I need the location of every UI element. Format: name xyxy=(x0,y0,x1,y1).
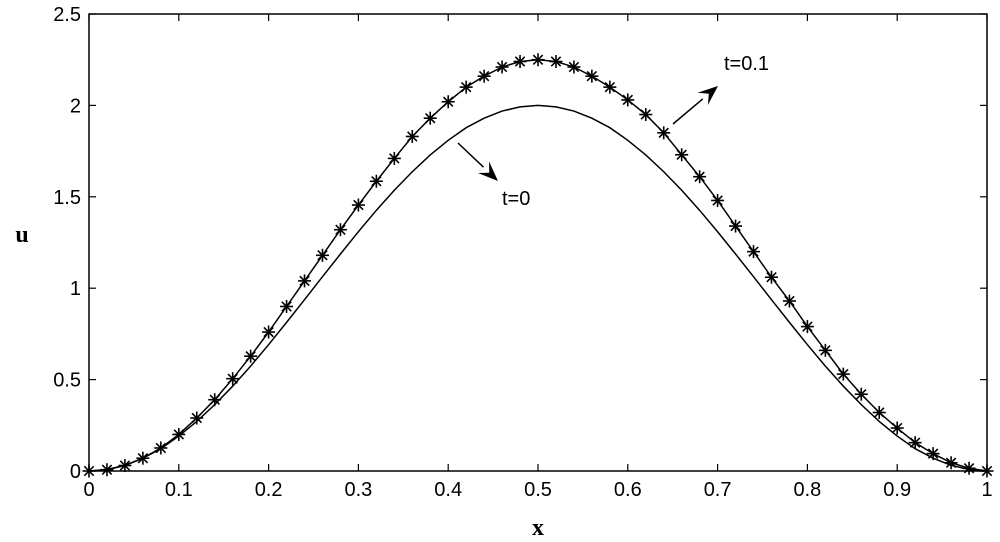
asterisk-marker xyxy=(944,456,958,470)
x-tick-label: 0.8 xyxy=(793,479,821,501)
asterisk-marker xyxy=(567,60,581,74)
asterisk-marker xyxy=(836,367,850,381)
asterisk-marker xyxy=(262,325,276,339)
asterisk-marker xyxy=(980,464,994,478)
plot-area-frame xyxy=(88,13,988,472)
asterisk-marker xyxy=(441,95,455,109)
asterisk-marker xyxy=(118,459,132,473)
asterisk-marker xyxy=(729,219,743,233)
asterisk-marker xyxy=(513,55,527,69)
asterisk-marker xyxy=(782,294,796,308)
y-tick-label: 2.5 xyxy=(53,4,81,26)
x-tick-label: 1 xyxy=(981,479,992,501)
asterisk-marker xyxy=(351,198,365,212)
annotations-layer: t=0.1 t=0 xyxy=(457,53,769,210)
asterisk-marker xyxy=(226,372,240,386)
asterisk-marker xyxy=(962,461,976,475)
y-axis-label: u xyxy=(15,222,28,248)
x-axis-label: x xyxy=(532,515,544,541)
asterisk-marker xyxy=(477,69,491,83)
asterisk-marker xyxy=(890,421,904,435)
y-tick-label: 0 xyxy=(70,461,81,483)
x-tick-label: 0.3 xyxy=(344,479,372,501)
asterisk-marker xyxy=(800,320,814,334)
asterisk-marker xyxy=(136,451,150,465)
x-tick-label: 0.9 xyxy=(883,479,911,501)
asterisk-marker xyxy=(639,108,653,122)
x-tick-label: 0.4 xyxy=(434,479,462,501)
asterisk-marker xyxy=(872,406,886,420)
asterisk-marker xyxy=(280,299,294,313)
y-tick-label: 0.5 xyxy=(53,370,81,392)
annotation-t01: t=0.1 xyxy=(724,53,769,75)
asterisk-marker xyxy=(926,447,940,461)
asterisk-marker xyxy=(549,55,563,69)
asterisk-marker xyxy=(459,80,473,94)
axis-ticks: 0 0.1 0.2 0.3 0.4 0.5 0.6 0.7 0.8 0.9 1 0 0.5 1 1.5 2 2.… xyxy=(53,4,992,501)
asterisk-marker xyxy=(764,270,778,284)
asterisk-marker xyxy=(747,245,761,259)
asterisk-marker xyxy=(854,387,868,401)
asterisk-marker xyxy=(531,53,545,67)
asterisk-marker xyxy=(621,93,635,107)
asterisk-marker xyxy=(495,60,509,74)
asterisk-marker xyxy=(190,411,204,425)
y-tick-label: 2 xyxy=(70,95,81,117)
asterisk-marker xyxy=(172,427,186,441)
asterisk-marker xyxy=(405,129,419,143)
y-tick-label: 1 xyxy=(70,278,81,300)
asterisk-marker xyxy=(100,463,114,477)
asterisk-marker xyxy=(387,151,401,165)
x-tick-label: 0.5 xyxy=(524,479,552,501)
x-tick-label: 0.2 xyxy=(255,479,283,501)
arrow-t0 xyxy=(457,142,498,181)
x-tick-label: 0.1 xyxy=(165,479,193,501)
asterisk-marker xyxy=(711,193,725,207)
series-layer xyxy=(82,53,994,478)
x-tick-label: 0.6 xyxy=(614,479,642,501)
asterisk-marker xyxy=(585,69,599,83)
asterisk-marker xyxy=(675,148,689,162)
asterisk-marker xyxy=(657,126,671,140)
y-tick-label: 1.5 xyxy=(53,187,81,209)
asterisk-marker xyxy=(423,111,437,125)
asterisk-marker xyxy=(82,464,96,478)
asterisk-marker xyxy=(908,436,922,450)
asterisk-marker xyxy=(693,170,707,184)
asterisk-marker xyxy=(244,349,258,363)
asterisk-marker xyxy=(154,441,168,455)
asterisk-marker xyxy=(818,343,832,357)
x-tick-label: 0.7 xyxy=(704,479,732,501)
annotation-t0: t=0 xyxy=(502,188,530,210)
asterisk-marker xyxy=(208,393,222,407)
asterisk-marker xyxy=(315,248,329,262)
asterisk-marker xyxy=(298,274,312,288)
asterisk-marker xyxy=(333,223,347,237)
asterisk-marker xyxy=(369,174,383,188)
x-tick-label: 0 xyxy=(83,479,94,501)
arrow-t01 xyxy=(672,86,718,125)
asterisk-marker xyxy=(603,80,617,94)
